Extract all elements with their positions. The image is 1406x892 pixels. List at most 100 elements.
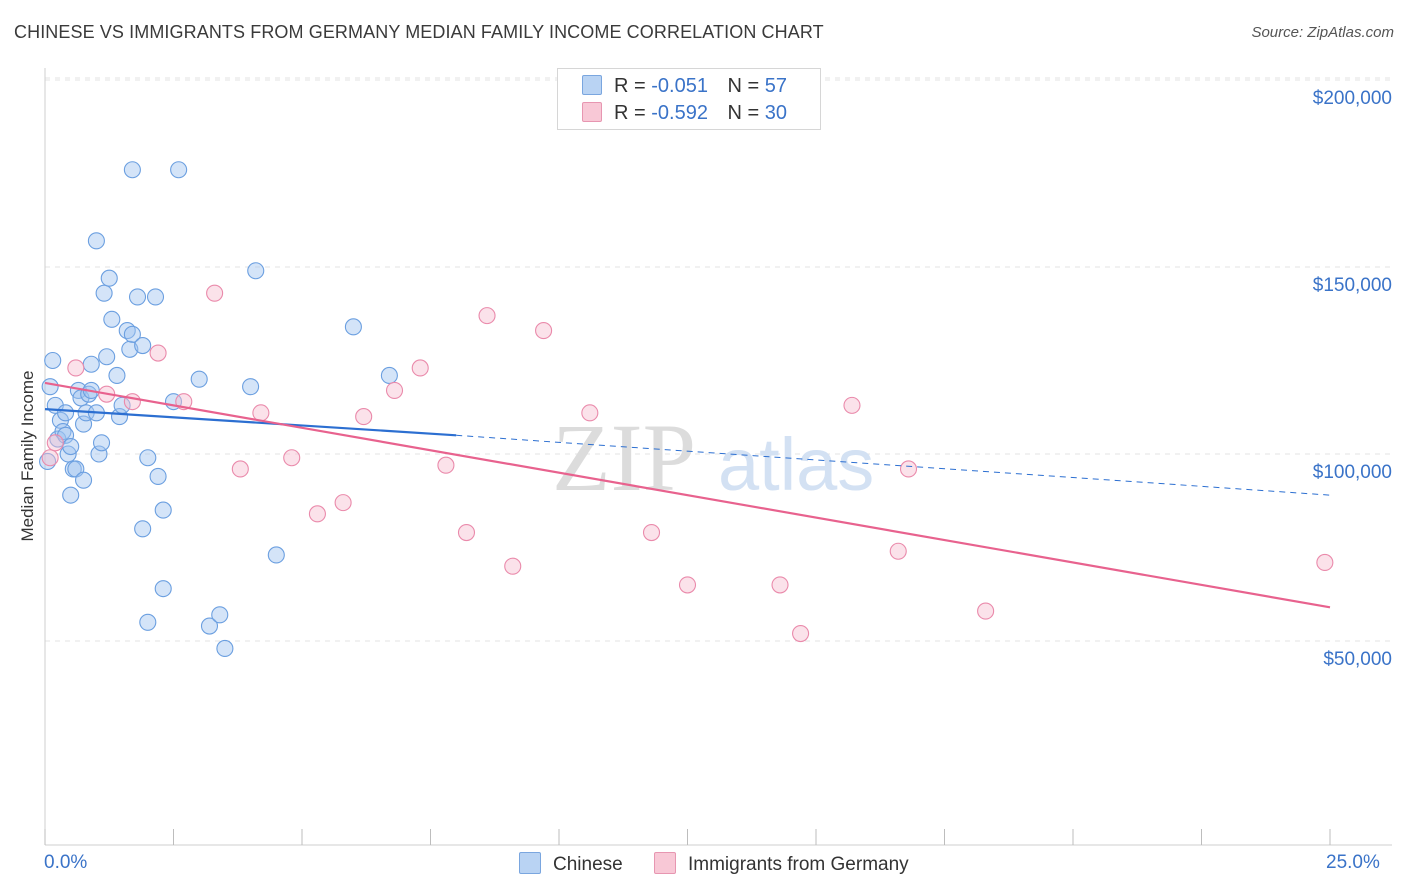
point-chinese: [128, 288, 147, 306]
point-chinese: [121, 340, 139, 358]
point-chinese: [108, 366, 126, 385]
point-germany: [355, 408, 373, 426]
point-chinese: [380, 366, 398, 385]
y-tick-label: $100,000: [1313, 462, 1392, 483]
point-chinese: [41, 378, 59, 396]
point-germany: [46, 434, 64, 452]
point-chinese: [344, 318, 362, 336]
legend-swatch-chinese: [582, 75, 602, 95]
legend-n-value-germany: 30: [764, 102, 788, 124]
point-germany: [504, 557, 522, 575]
point-chinese: [123, 325, 141, 343]
point-germany: [206, 284, 224, 302]
point-chinese: [98, 348, 116, 366]
point-germany: [678, 576, 697, 594]
axes: [44, 68, 1392, 846]
point-chinese: [123, 161, 141, 179]
point-germany: [385, 381, 404, 399]
legend-swatch-chinese: [519, 852, 541, 874]
correlation-legend: R = -0.051 N = 57 R = -0.592 N = 30: [557, 68, 821, 130]
point-chinese: [216, 639, 234, 658]
chart-title: CHINESE VS IMMIGRANTS FROM GERMANY MEDIA…: [14, 22, 824, 42]
legend-r-value-chinese: -0.051: [651, 75, 708, 97]
point-chinese: [134, 336, 152, 355]
legend-swatch-germany: [654, 852, 676, 874]
legend-n-label: N =: [727, 75, 760, 97]
point-chinese: [92, 434, 111, 452]
point-germany: [792, 624, 810, 643]
point-chinese: [100, 269, 118, 287]
point-germany: [123, 393, 141, 411]
point-chinese: [82, 355, 100, 373]
trend-line-chinese: [44, 408, 457, 437]
legend-n-label: N =: [727, 102, 760, 124]
point-germany: [535, 322, 553, 340]
point-chinese: [75, 471, 93, 489]
legend-row-chinese: R = -0.051 N = 57: [582, 75, 787, 99]
point-germany: [899, 460, 918, 478]
y-tick-labels: $200,000 $150,000 $100,000 $50,000: [1313, 88, 1392, 670]
point-germany: [642, 523, 661, 542]
point-chinese: [90, 445, 108, 463]
data-points: [39, 161, 1334, 658]
chart-source: Source: ZipAtlas.com: [1251, 24, 1394, 41]
trend-line-chinese-extrapolated: [456, 434, 1331, 496]
trend-line-germany: [44, 381, 1331, 609]
point-germany: [41, 449, 59, 467]
legend-r-value-germany: -0.592: [651, 102, 708, 124]
point-germany: [1316, 553, 1334, 572]
y-tick-label: $200,000: [1313, 88, 1392, 109]
point-chinese: [211, 606, 229, 624]
point-germany: [308, 505, 326, 523]
y-tick-label: $150,000: [1313, 275, 1392, 296]
legend-row-germany: R = -0.592 N = 30: [582, 102, 787, 126]
point-chinese: [139, 613, 157, 631]
legend-r-label: R =: [614, 102, 646, 124]
point-germany: [231, 460, 249, 478]
point-chinese: [62, 486, 80, 504]
legend-item-germany[interactable]: Immigrants from Germany: [654, 852, 909, 876]
point-chinese: [57, 404, 75, 422]
point-germany: [252, 404, 270, 422]
point-germany: [771, 576, 789, 594]
y-tick-label: $50,000: [1323, 649, 1392, 670]
legend-swatch-germany: [582, 102, 602, 122]
point-germany: [457, 523, 476, 542]
legend-n-value-chinese: 57: [764, 75, 788, 97]
point-chinese: [149, 467, 167, 485]
watermark-atlas: atlas: [718, 423, 874, 506]
point-germany: [478, 307, 496, 325]
point-chinese: [44, 351, 62, 370]
point-chinese: [103, 310, 121, 328]
point-germany: [889, 542, 907, 560]
point-germany: [283, 449, 301, 467]
point-chinese: [62, 437, 80, 456]
point-germany: [67, 359, 85, 377]
point-germany: [411, 359, 429, 377]
point-chinese: [267, 546, 285, 564]
legend-item-chinese[interactable]: Chinese: [519, 852, 623, 876]
point-chinese: [146, 288, 165, 306]
point-chinese: [154, 501, 172, 519]
point-chinese: [95, 284, 113, 302]
point-germany: [334, 494, 352, 512]
legend-label-germany: Immigrants from Germany: [688, 854, 909, 875]
point-germany: [149, 344, 167, 362]
watermark: ZIP atlas: [552, 404, 874, 511]
point-chinese: [200, 617, 219, 635]
point-chinese: [139, 449, 157, 467]
point-germany: [437, 456, 455, 474]
point-chinese: [134, 520, 152, 538]
x-min-label: 0.0%: [44, 852, 88, 873]
point-germany: [581, 404, 599, 422]
legend-r-label: R =: [614, 75, 646, 97]
trend-lines: [44, 381, 1331, 609]
point-chinese: [190, 370, 208, 388]
x-max-label: 25.0%: [1326, 852, 1380, 873]
y-axis-label: Median Family Income: [18, 370, 37, 542]
point-chinese: [247, 262, 265, 280]
legend-label-chinese: Chinese: [553, 854, 623, 875]
point-chinese: [154, 580, 172, 598]
point-germany: [977, 602, 995, 620]
